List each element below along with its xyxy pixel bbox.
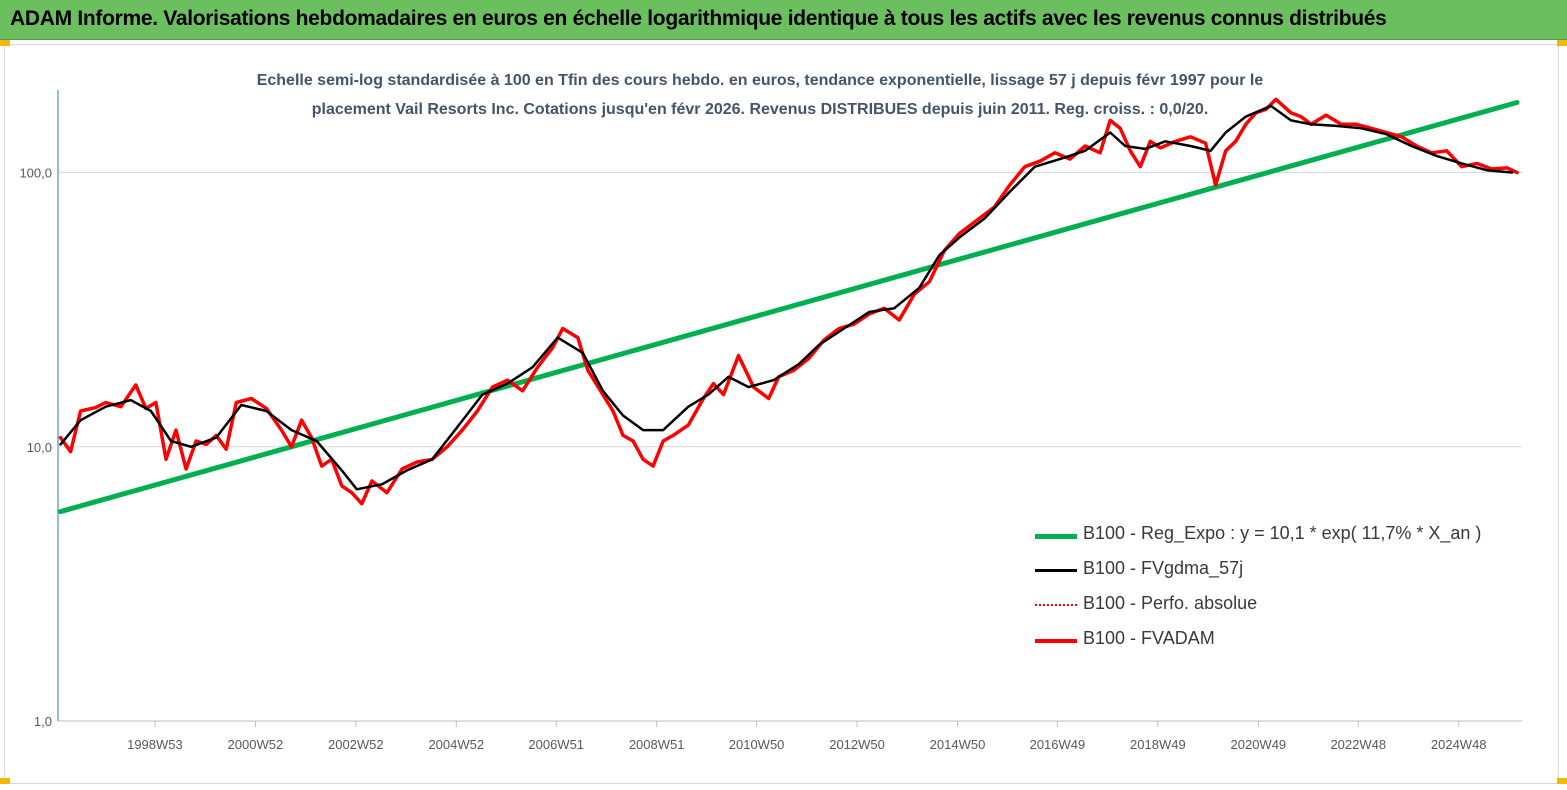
legend-label-fvgdma: B100 - FVgdma_57j xyxy=(1083,558,1244,578)
y-tick-label: 10,0 xyxy=(27,440,52,455)
series-fvadam-line xyxy=(58,97,1519,506)
legend-label-perfo: B100 - Perfo. absolue xyxy=(1083,593,1258,613)
legend-swatch-regression xyxy=(1035,534,1077,539)
corner-marker-top-right xyxy=(1557,40,1567,46)
x-tick-label: 2010W50 xyxy=(729,737,785,752)
chart-subtitle: Echelle semi-log standardisée à 100 en T… xyxy=(180,66,1340,124)
chart-legend: B100 - Reg_Expo : y = 10,1 * exp( 11,7% … xyxy=(1030,518,1550,658)
chart-subtitle-line-2: placement Vail Resorts Inc. Cotations ju… xyxy=(311,101,1209,118)
corner-marker-bottom-right xyxy=(1557,778,1567,784)
x-tick-label: 2018W49 xyxy=(1130,737,1186,752)
chart-frame xyxy=(4,44,1559,784)
x-tick-label: 2002W52 xyxy=(328,737,384,752)
x-tick-label: 2020W49 xyxy=(1231,737,1287,752)
legend-label-regression: B100 - Reg_Expo : y = 10,1 * exp( 11,7% … xyxy=(1083,523,1482,543)
corner-marker-top-left xyxy=(0,40,10,46)
x-tick-label: 2016W49 xyxy=(1030,737,1086,752)
x-tick-label: 2000W52 xyxy=(228,737,284,752)
x-tick-label: 2004W52 xyxy=(428,737,484,752)
y-tick-label: 1,0 xyxy=(34,714,52,729)
legend-item-fvadam: B100 - FVADAM xyxy=(1030,623,1550,658)
banner-title: ADAM Informe. Valorisations hebdomadaire… xyxy=(10,7,1387,30)
x-tick-label: 2012W50 xyxy=(829,737,885,752)
legend-item-regression: B100 - Reg_Expo : y = 10,1 * exp( 11,7% … xyxy=(1030,518,1550,553)
chart-subtitle-line-1: Echelle semi-log standardisée à 100 en T… xyxy=(256,72,1264,89)
legend-swatch-fvadam xyxy=(1035,639,1077,643)
x-tick-label: 2008W51 xyxy=(629,737,685,752)
legend-swatch-perfo xyxy=(1035,604,1077,606)
corner-marker-bottom-left xyxy=(0,778,10,784)
y-tick-label: 100,0 xyxy=(19,166,52,181)
x-tick-label: 2024W48 xyxy=(1431,737,1487,752)
legend-item-fvgdma: B100 - FVgdma_57j xyxy=(1030,553,1550,588)
series-regression-line xyxy=(58,100,1520,515)
legend-item-perfo: B100 - Perfo. absolue xyxy=(1030,588,1550,623)
title-banner: ADAM Informe. Valorisations hebdomadaire… xyxy=(0,0,1567,40)
legend-swatch-fvgdma xyxy=(1035,569,1077,572)
legend-label-fvadam: B100 - FVADAM xyxy=(1083,628,1215,648)
x-tick-label: 1998W53 xyxy=(127,737,183,752)
x-tick-label: 2014W50 xyxy=(930,737,986,752)
x-tick-label: 2022W48 xyxy=(1330,737,1386,752)
series-fvgdma-line xyxy=(59,104,1514,491)
x-tick-label: 2006W51 xyxy=(528,737,584,752)
